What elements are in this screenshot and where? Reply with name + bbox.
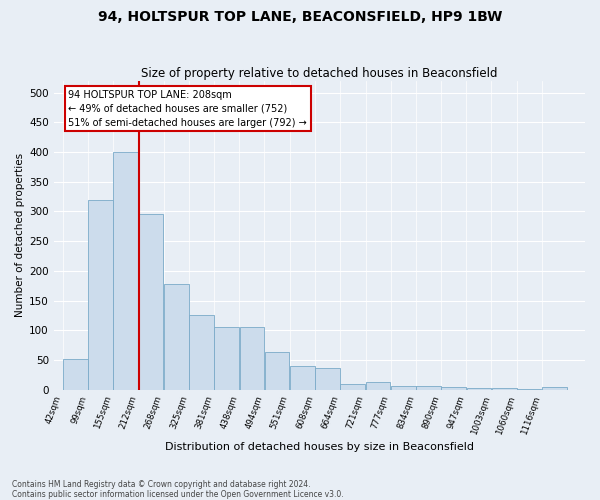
Bar [491, 388, 517, 390]
Text: Contains HM Land Registry data © Crown copyright and database right 2024.
Contai: Contains HM Land Registry data © Crown c… [12, 480, 344, 499]
Bar [189, 316, 214, 390]
Bar [366, 382, 390, 390]
Title: Size of property relative to detached houses in Beaconsfield: Size of property relative to detached ho… [141, 66, 497, 80]
Bar [113, 152, 138, 390]
Bar [340, 384, 365, 390]
X-axis label: Distribution of detached houses by size in Beaconsfield: Distribution of detached houses by size … [165, 442, 474, 452]
Bar [63, 359, 88, 390]
Bar [441, 386, 466, 390]
Bar [88, 200, 113, 390]
Bar [214, 328, 239, 390]
Bar [239, 328, 264, 390]
Bar [164, 284, 188, 390]
Bar [467, 388, 491, 390]
Text: 94 HOLTSPUR TOP LANE: 208sqm
← 49% of detached houses are smaller (752)
51% of s: 94 HOLTSPUR TOP LANE: 208sqm ← 49% of de… [68, 90, 307, 128]
Bar [391, 386, 416, 390]
Bar [290, 366, 315, 390]
Bar [416, 386, 440, 390]
Y-axis label: Number of detached properties: Number of detached properties [15, 153, 25, 317]
Bar [316, 368, 340, 390]
Bar [517, 389, 541, 390]
Bar [542, 386, 567, 390]
Bar [139, 214, 163, 390]
Bar [265, 352, 289, 390]
Text: 94, HOLTSPUR TOP LANE, BEACONSFIELD, HP9 1BW: 94, HOLTSPUR TOP LANE, BEACONSFIELD, HP9… [98, 10, 502, 24]
